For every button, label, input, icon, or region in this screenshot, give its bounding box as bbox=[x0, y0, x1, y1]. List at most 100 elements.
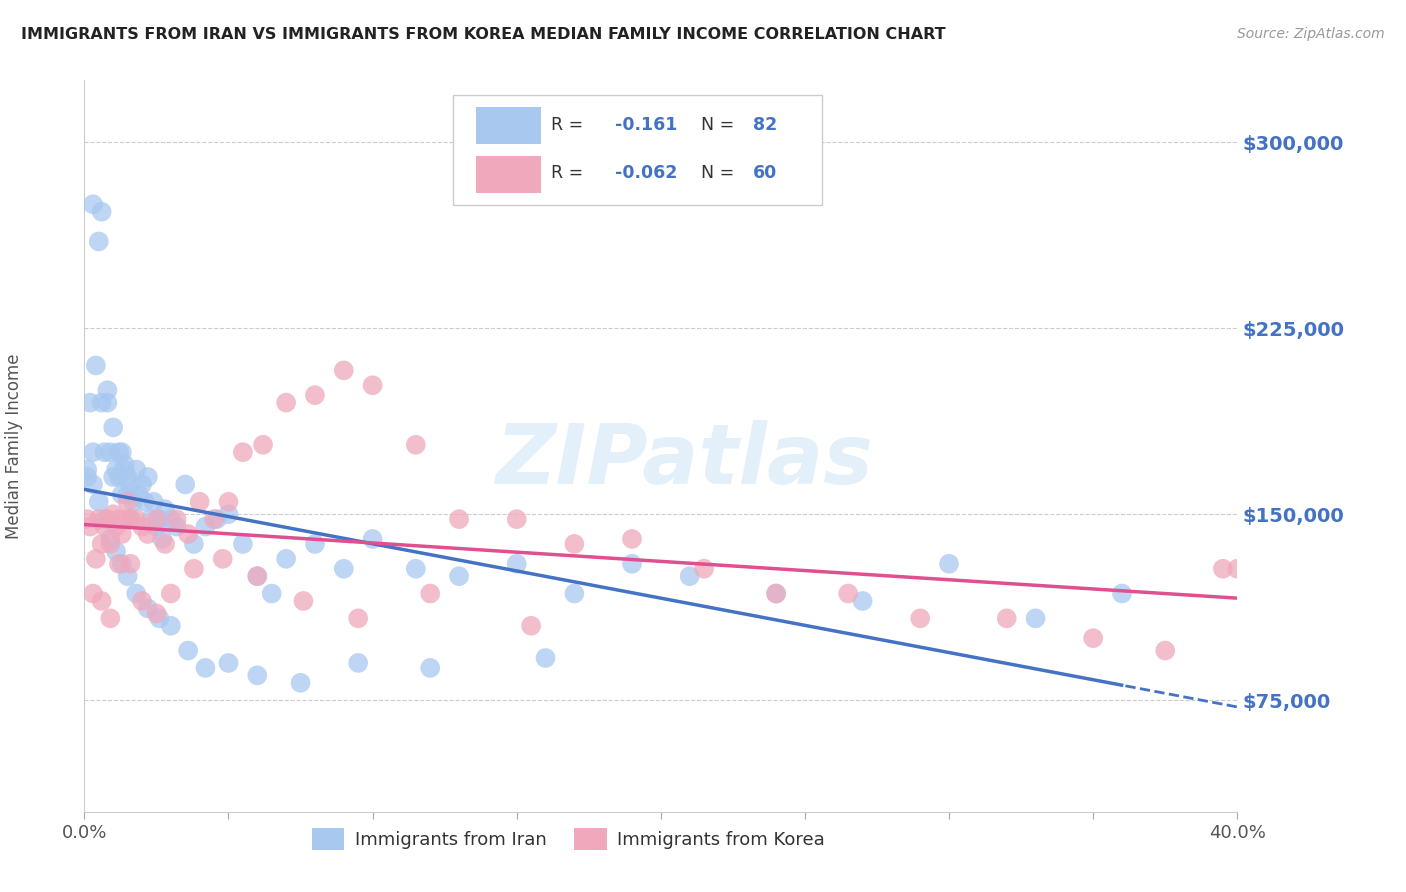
Point bbox=[117, 470, 139, 484]
Point bbox=[449, 569, 471, 583]
Point bbox=[131, 594, 153, 608]
Point bbox=[82, 586, 104, 600]
Point bbox=[166, 519, 188, 533]
Point bbox=[564, 537, 586, 551]
Point bbox=[76, 512, 98, 526]
Point bbox=[103, 420, 124, 434]
Point bbox=[246, 569, 269, 583]
Point bbox=[148, 611, 170, 625]
Point bbox=[1154, 643, 1177, 657]
Point bbox=[136, 470, 159, 484]
Text: -0.161: -0.161 bbox=[614, 116, 678, 134]
Point bbox=[1111, 586, 1133, 600]
FancyBboxPatch shape bbox=[477, 107, 541, 145]
Point bbox=[131, 477, 153, 491]
Point bbox=[693, 562, 716, 576]
Text: N =: N = bbox=[702, 163, 740, 182]
Point bbox=[105, 462, 128, 476]
Point bbox=[333, 562, 356, 576]
Point bbox=[183, 537, 205, 551]
Point bbox=[125, 586, 148, 600]
Point bbox=[131, 519, 153, 533]
Point bbox=[188, 495, 211, 509]
Point bbox=[534, 651, 557, 665]
Point bbox=[405, 438, 427, 452]
Point bbox=[105, 544, 128, 558]
Text: 60: 60 bbox=[754, 163, 778, 182]
Point bbox=[103, 507, 124, 521]
Point bbox=[910, 611, 932, 625]
Point bbox=[419, 586, 441, 600]
Point bbox=[120, 512, 142, 526]
Point bbox=[218, 495, 240, 509]
Point bbox=[837, 586, 859, 600]
Point bbox=[252, 438, 274, 452]
Point bbox=[174, 477, 197, 491]
Point bbox=[276, 395, 298, 409]
Point bbox=[304, 388, 326, 402]
Point bbox=[449, 512, 471, 526]
Point bbox=[125, 512, 148, 526]
Point bbox=[90, 594, 112, 608]
Point bbox=[160, 586, 183, 600]
Point bbox=[90, 204, 112, 219]
Point bbox=[290, 675, 312, 690]
Point bbox=[405, 562, 427, 576]
Point bbox=[134, 495, 156, 509]
Point bbox=[145, 512, 167, 526]
Text: IMMIGRANTS FROM IRAN VS IMMIGRANTS FROM KOREA MEDIAN FAMILY INCOME CORRELATION C: IMMIGRANTS FROM IRAN VS IMMIGRANTS FROM … bbox=[21, 27, 946, 42]
Point bbox=[93, 445, 115, 459]
Point bbox=[1226, 562, 1249, 576]
Point bbox=[87, 495, 110, 509]
Text: 82: 82 bbox=[754, 116, 778, 134]
Point bbox=[111, 487, 134, 501]
Text: -0.062: -0.062 bbox=[614, 163, 678, 182]
Point bbox=[506, 512, 529, 526]
Point bbox=[108, 470, 131, 484]
Point bbox=[79, 395, 101, 409]
Point bbox=[145, 607, 167, 621]
Point bbox=[120, 512, 142, 526]
Point bbox=[93, 519, 115, 533]
Point bbox=[117, 569, 139, 583]
Point bbox=[82, 445, 104, 459]
Point bbox=[150, 532, 173, 546]
Point bbox=[564, 586, 586, 600]
Point bbox=[98, 611, 121, 625]
Text: R =: R = bbox=[551, 163, 589, 182]
Point bbox=[183, 562, 205, 576]
Point bbox=[90, 395, 112, 409]
Point bbox=[202, 512, 225, 526]
Point bbox=[96, 512, 118, 526]
Point bbox=[96, 395, 118, 409]
Text: N =: N = bbox=[702, 116, 740, 134]
Point bbox=[84, 359, 107, 373]
Point bbox=[1025, 611, 1047, 625]
Point bbox=[93, 512, 115, 526]
Point bbox=[98, 532, 121, 546]
Point bbox=[347, 656, 370, 670]
Point bbox=[108, 445, 131, 459]
Point bbox=[90, 537, 112, 551]
Point bbox=[621, 557, 644, 571]
Point bbox=[995, 611, 1018, 625]
Point bbox=[128, 487, 150, 501]
Point bbox=[218, 507, 240, 521]
Point bbox=[84, 551, 107, 566]
Point bbox=[120, 477, 142, 491]
Point bbox=[194, 661, 217, 675]
FancyBboxPatch shape bbox=[453, 95, 823, 204]
Point bbox=[153, 537, 176, 551]
Point bbox=[145, 519, 167, 533]
Point bbox=[122, 495, 145, 509]
Point bbox=[160, 512, 183, 526]
Point bbox=[87, 235, 110, 249]
Legend: Immigrants from Iran, Immigrants from Korea: Immigrants from Iran, Immigrants from Ko… bbox=[305, 821, 832, 857]
Point bbox=[136, 527, 159, 541]
Point bbox=[765, 586, 787, 600]
Point bbox=[218, 656, 240, 670]
Point bbox=[333, 363, 356, 377]
Point bbox=[1212, 562, 1234, 576]
Point bbox=[246, 668, 269, 682]
Point bbox=[679, 569, 702, 583]
